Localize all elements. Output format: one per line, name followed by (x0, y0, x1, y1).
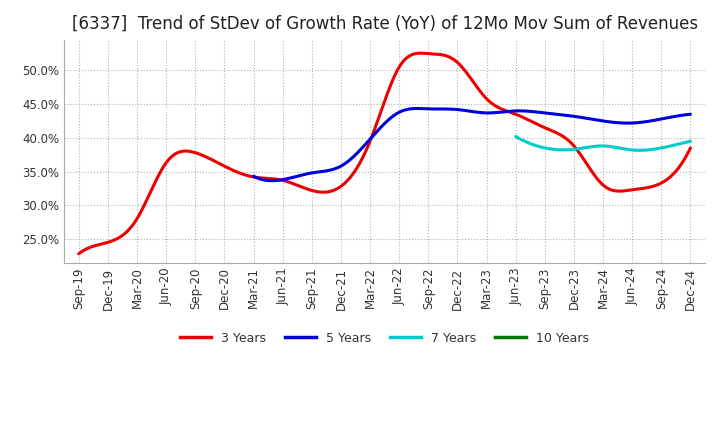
7 Years (511, 134, 520, 139)
Line: 3 Years: 3 Years (78, 53, 690, 254)
7 Years (686, 139, 695, 144)
5 Years (510, 108, 519, 114)
3 Years (451, 58, 459, 63)
7 Years (512, 134, 521, 139)
3 Years (416, 51, 425, 56)
3 Years (438, 52, 447, 58)
3 Years (592, 175, 600, 180)
7 Years (670, 143, 679, 148)
3 Years (441, 53, 449, 58)
5 Years (512, 108, 521, 114)
5 Years (621, 121, 629, 126)
5 Years (413, 106, 421, 111)
5 Years (686, 112, 695, 117)
3 Years (74, 251, 83, 257)
7 Years (618, 146, 627, 151)
Line: 5 Years: 5 Years (253, 109, 690, 181)
5 Years (648, 118, 657, 123)
7 Years (660, 145, 668, 150)
5 Years (249, 174, 258, 179)
7 Years (616, 146, 624, 151)
3 Years (686, 145, 695, 150)
3 Years (76, 249, 85, 255)
Legend: 3 Years, 5 Years, 7 Years, 10 Years: 3 Years, 5 Years, 7 Years, 10 Years (175, 327, 594, 350)
7 Years (615, 145, 624, 150)
Title: [6337]  Trend of StDev of Growth Rate (YoY) of 12Mo Mov Sum of Revenues: [6337] Trend of StDev of Growth Rate (Yo… (71, 15, 698, 33)
5 Years (520, 108, 528, 114)
7 Years (635, 148, 644, 153)
5 Years (251, 174, 259, 180)
3 Years (631, 187, 639, 192)
Line: 7 Years: 7 Years (516, 136, 690, 150)
5 Years (268, 178, 276, 183)
